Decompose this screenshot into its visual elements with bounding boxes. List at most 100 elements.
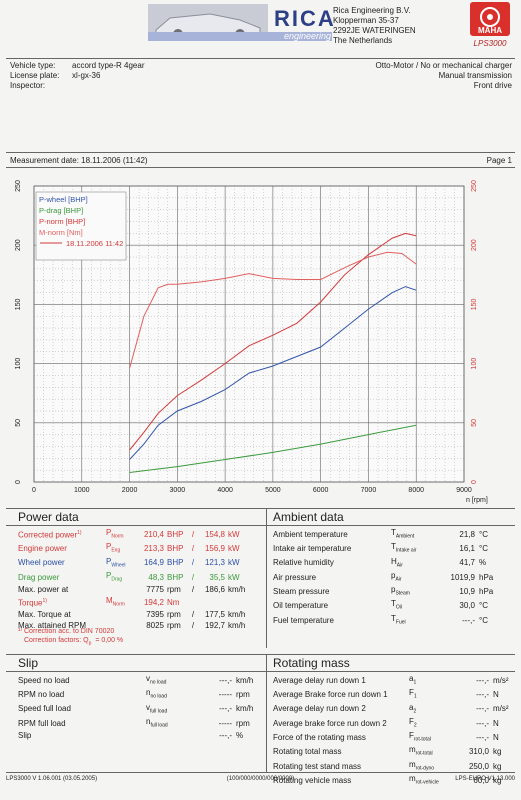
rotating-row-symbol-sub: rot-dyno xyxy=(415,765,435,772)
company-line: Klopperman 35-37 xyxy=(333,16,399,25)
power-row-value1: 194,2 xyxy=(143,597,164,607)
power-row-unit1: rpm xyxy=(167,620,181,630)
power-row-symbol-sub: Norm xyxy=(111,533,124,540)
series-line-p-norm xyxy=(129,232,417,451)
x-tick-label: 0 xyxy=(32,487,36,494)
y-right-tick-label: 100 xyxy=(471,358,478,370)
rotating-row-label: Average delay run down 1 xyxy=(273,675,366,685)
maha-emblem-svg xyxy=(480,7,500,27)
slip-row-label: Slip xyxy=(18,731,32,741)
ambient-row-value: 41,7 xyxy=(459,558,475,568)
ambient-row-unit: hPa xyxy=(479,586,494,596)
rotating-row-symbol-sub: 2 xyxy=(413,722,417,729)
y-left-tick-label: 150 xyxy=(15,298,22,310)
power-row-symbol: PEng xyxy=(106,542,121,554)
page-number: Page 1 xyxy=(486,156,512,165)
power-data-title: Power data xyxy=(18,510,79,524)
power-row-unit2: km/h xyxy=(228,620,246,630)
slip-row-value: ----- xyxy=(218,690,232,700)
legend-entry: M-norm [Nm] xyxy=(39,228,83,237)
rotating-row-label: Average delay run down 2 xyxy=(273,704,366,714)
power-row-symbol: MNorm xyxy=(106,595,125,608)
power-row-label: Drag power xyxy=(18,572,60,582)
brand-sub: engineering xyxy=(284,31,332,41)
power-row-sep: / xyxy=(191,620,195,630)
power-row-unit1: BHP xyxy=(167,529,184,539)
engine-type: Otto-Motor / No or mechanical charger xyxy=(375,61,513,70)
power-row-label: Max. attained RPM xyxy=(18,620,87,630)
x-tick-label: 8000 xyxy=(408,487,424,494)
ambient-row-value: 16,1 xyxy=(459,544,475,554)
transmission-type: Manual transmission xyxy=(438,71,512,80)
rotating-row-symbol: a1 xyxy=(409,674,417,686)
inspector-label: Inspector: xyxy=(10,81,46,90)
power-row-symbol-sub: Drag xyxy=(111,576,123,583)
slip-table: Speed no load vno load ---,- km/h RPM no loa… xyxy=(18,674,263,742)
ambient-row-symbol: pSteam xyxy=(391,585,410,597)
y-right-tick-label: 150 xyxy=(471,298,478,310)
power-row: Torque1) MNorm 194,2 Nm xyxy=(18,596,263,610)
power-row-value2: 156,9 xyxy=(204,544,225,554)
data-top-divider xyxy=(6,508,515,509)
x-tick-label: 4000 xyxy=(217,487,233,494)
power-row-label: Engine power xyxy=(18,544,67,554)
ambient-row-symbol-sub: Oil xyxy=(395,605,403,612)
slip-row: Slip ---,-% xyxy=(18,731,263,742)
legend-date-entry: 18.11.2006 11:42 xyxy=(66,239,123,248)
rotating-row-symbol-sub: rot-total xyxy=(415,751,433,758)
ambient-row: Relative humidity HAir 41,7% xyxy=(273,557,511,571)
chart-ticks: 0 1000 2000 3000 4000 5000 6000 7000 8000 9000 0 0 5… xyxy=(15,180,488,504)
power-row-value1: 164,9 xyxy=(143,558,164,568)
license-plate-value: xl-gx-36 xyxy=(72,71,101,80)
legend-entry: P-norm [BHP] xyxy=(39,217,85,226)
rotating-row-label: Rotating test stand mass xyxy=(273,761,362,771)
slip-row: Speed full load vfull load ---,- km/h xyxy=(18,703,263,717)
rotating-row-label: Average brake force run down 2 xyxy=(273,718,387,728)
ambient-row-unit: °C xyxy=(479,615,488,625)
power-row-label: Max. power at xyxy=(18,585,69,595)
correction-factors-label: Correction factors: Q xyxy=(24,637,89,644)
rotating-row-label: Rotating total mass xyxy=(273,747,342,757)
slip-row-symbol-sub: no load xyxy=(150,693,167,700)
power-row-value2: 192,7 xyxy=(204,620,225,630)
power-row-unit1: BHP xyxy=(167,544,184,554)
brand-sub-bar xyxy=(148,32,332,41)
legend-box xyxy=(35,191,127,261)
power-row-symbol xyxy=(106,610,136,621)
power-row: Corrected power1) PNorm 210,4 BHP / 154,8 kW xyxy=(18,528,263,542)
company-line: 2292JE WATERINGEN xyxy=(333,26,416,35)
rotating-row-label: Rotating vehicle mass xyxy=(273,775,352,785)
slip-row-unit: km/h xyxy=(236,675,254,685)
rotating-row-symbol: a2 xyxy=(409,702,417,715)
slip-row-symbol: vfull load xyxy=(146,702,168,715)
rotating-row-unit: kg xyxy=(493,747,502,757)
series-line-p-wheel xyxy=(129,286,417,460)
rotating-row: Rotating test stand mass mrot-dyno 250,0 kg xyxy=(273,760,511,774)
correction-factors: Correction factors: Qp = 0,00 % xyxy=(24,636,123,648)
correction-factors-value: = 0,00 % xyxy=(95,637,124,644)
slip-row-unit: % xyxy=(236,731,244,741)
measurement-bottom-divider xyxy=(6,167,515,168)
header-divider xyxy=(6,58,515,59)
power-row-sep: / xyxy=(191,529,195,539)
power-row-sup: 1) xyxy=(77,530,82,537)
ambient-row-value: 21,8 xyxy=(459,529,475,539)
power-row: Engine power PEng 213,3 BHP / 156,9 kW xyxy=(18,542,263,556)
ambient-row-label: Ambient temperature xyxy=(273,529,348,539)
power-row-unit2: kW xyxy=(228,558,240,568)
ambient-row-value: ---,- xyxy=(462,615,475,625)
slip-row-value: ---,- xyxy=(219,675,232,685)
x-tick-label: 5000 xyxy=(265,487,281,494)
rotating-row: Rotating vehicle mass mrot-vehicle 60,0 kg xyxy=(273,774,511,788)
slip-row-symbol-sub: no load xyxy=(150,679,167,686)
brand-name: RICA xyxy=(274,6,336,31)
ambient-row-label: Relative humidity xyxy=(273,558,334,568)
ambient-row-label: Air pressure xyxy=(273,572,317,582)
slip-row-symbol: vno load xyxy=(146,674,167,686)
chart-legend: P-wheel [BHP] P-drag [BHP] P-norm [BHP] M-n… xyxy=(35,191,127,261)
y-left-tick-label: 200 xyxy=(15,239,22,251)
power-data-table: Corrected power1) PNorm 210,4 BHP/154,8 kW En… xyxy=(18,528,263,632)
slip-row-symbol: nfull load xyxy=(146,716,168,729)
y-left-tick-label: 0 xyxy=(15,480,22,484)
rotating-mass-title: Rotating mass xyxy=(273,656,350,670)
